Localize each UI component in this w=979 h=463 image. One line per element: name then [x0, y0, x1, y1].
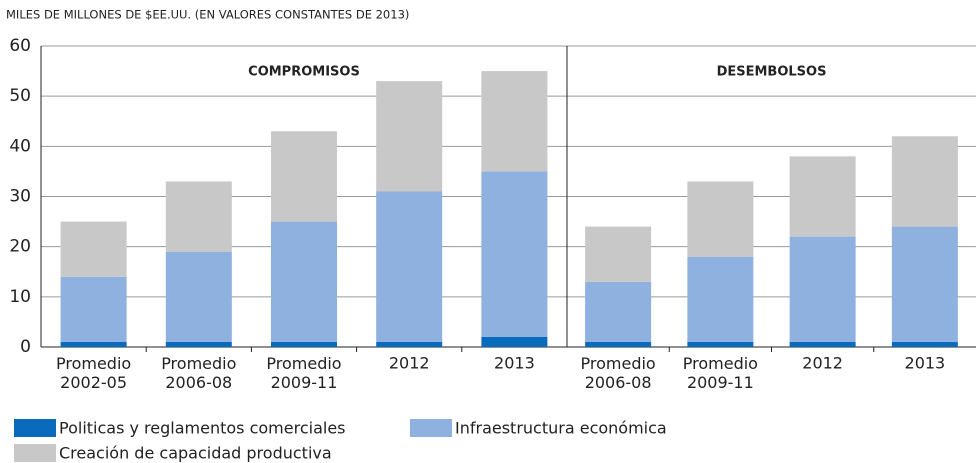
y-tick-label: 10	[9, 287, 31, 307]
bar-segment	[585, 281, 652, 342]
bar-segment	[789, 236, 856, 342]
bar-segment	[687, 341, 754, 347]
bar-segment	[376, 341, 443, 347]
panel-title: COMPROMISOS	[248, 65, 360, 80]
legend-label: Politicas y reglamentos comerciales	[59, 419, 346, 438]
y-tick-label: 60	[9, 36, 31, 56]
panel-title: DESEMBOLSOS	[717, 65, 827, 80]
y-axis-label: MILES DE MILLONES DE $EE.UU. (EN VALORES…	[6, 8, 409, 22]
bar-segment	[60, 221, 127, 277]
bar-segment	[891, 136, 958, 227]
legend-label: Infraestructura económica	[455, 419, 667, 438]
bar-segment	[376, 81, 443, 192]
y-tick-label: 0	[20, 337, 31, 357]
bar-segment	[60, 341, 127, 347]
bar-segment	[789, 341, 856, 347]
bar-segment	[687, 181, 754, 257]
y-tick-label: 20	[9, 237, 31, 257]
x-tick-label: 2012	[802, 354, 843, 373]
bar-segment	[585, 341, 652, 347]
bar-segment	[165, 251, 232, 342]
x-tick-label: Promedio 2006-08	[581, 354, 656, 392]
legend-label: Creación de capacidad productiva	[59, 444, 332, 463]
legend-swatch	[410, 419, 452, 437]
bar-segment	[165, 181, 232, 252]
x-tick-label: 2013	[494, 354, 535, 373]
bar-segment	[165, 341, 232, 347]
bar-segment	[271, 131, 337, 222]
x-tick-label: 2012	[389, 354, 430, 373]
legend-swatch	[14, 419, 56, 437]
bar-segment	[891, 341, 958, 347]
x-tick-label: Promedio 2006-08	[161, 354, 236, 392]
bar-segment	[585, 226, 652, 282]
bar-segment	[687, 256, 754, 342]
bar-segment	[60, 276, 127, 342]
bar-segment	[789, 156, 856, 237]
bar-segment	[271, 341, 337, 347]
bar-segment	[481, 171, 548, 337]
bar-segment	[271, 221, 337, 342]
bar-segment	[376, 191, 443, 342]
x-tick-label: Promedio 2002-05	[56, 354, 131, 392]
y-tick-label: 50	[9, 86, 31, 106]
bar-segment	[891, 226, 958, 342]
x-tick-label: Promedio 2009-11	[683, 354, 758, 392]
y-tick-label: 40	[9, 136, 31, 156]
legend-swatch	[14, 444, 56, 462]
x-tick-label: Promedio 2009-11	[266, 354, 341, 392]
y-tick-label: 30	[9, 187, 31, 207]
bar-segment	[481, 336, 548, 347]
bar-segment	[481, 71, 548, 172]
x-tick-label: 2013	[905, 354, 946, 373]
